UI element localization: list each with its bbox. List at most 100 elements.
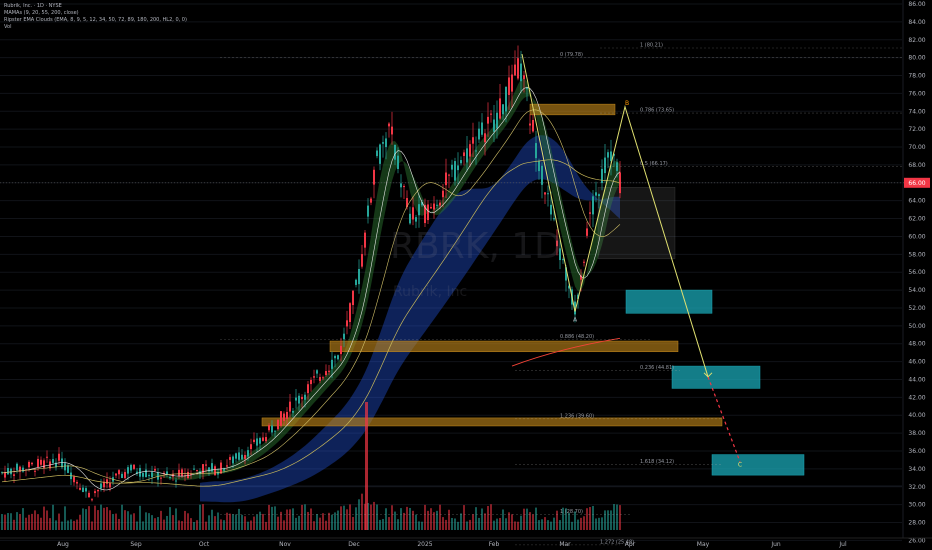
volume-bar (244, 516, 246, 530)
volume-bar (439, 504, 441, 530)
volume-bar (292, 508, 294, 530)
volume-bar (322, 513, 324, 530)
indicator-mamas[interactable]: MAMAs (9, 20, 55, 200, close) (4, 10, 79, 16)
price-tick-label: 60.00 (908, 233, 925, 240)
candle-body (253, 439, 255, 442)
candle-body (367, 205, 369, 217)
target-zone-1[interactable] (625, 289, 713, 314)
volume-bar (202, 504, 204, 530)
candle-body (565, 267, 567, 281)
candle-body (43, 460, 45, 469)
volume-bar (409, 507, 411, 530)
volume-bar (454, 518, 456, 530)
arrow-down-icon (703, 372, 713, 378)
support-zone-lower[interactable] (261, 417, 723, 427)
candle-body (181, 469, 183, 477)
volume-bar (94, 505, 96, 530)
volume-bar (151, 515, 153, 530)
fib-level-label: 1 (28.70) (560, 509, 583, 515)
volume-bar (550, 521, 552, 530)
candle-body (64, 463, 66, 471)
consolidation-box[interactable] (597, 187, 676, 260)
candle-body (595, 192, 597, 196)
volume-bar (412, 510, 414, 530)
volume-bar (445, 519, 447, 530)
price-tick-label: 74.00 (908, 108, 925, 115)
candle-body (151, 472, 153, 478)
volume-bar (253, 516, 255, 530)
candle-body (163, 472, 165, 474)
candle-body (259, 438, 261, 444)
volume-bar (19, 513, 21, 530)
price-tick-label: 70.00 (908, 144, 925, 151)
abc-projection-path[interactable] (521, 53, 709, 377)
candle-body (442, 190, 444, 198)
candle-body (553, 218, 555, 220)
candle-body (220, 462, 222, 474)
ma-200-line (511, 337, 621, 367)
volume-bar (526, 508, 528, 530)
volume-bar (466, 521, 468, 530)
volume-bar (457, 521, 459, 530)
candle-body (244, 455, 246, 459)
candle-body (289, 401, 291, 412)
volume-bar (583, 516, 585, 530)
volume-bar (112, 514, 114, 530)
volume-bar (613, 504, 615, 530)
candle-body (31, 462, 33, 465)
current-price-tag (904, 177, 930, 188)
candle-body (496, 112, 498, 129)
indicator-volume[interactable]: Vol (4, 24, 12, 30)
volume-bar (490, 504, 492, 530)
volume-bar (415, 514, 417, 530)
volume-bar (571, 521, 573, 530)
candle-body (541, 165, 543, 185)
volume-bar (25, 517, 27, 530)
volume-bar (418, 521, 420, 530)
volume-bar (346, 509, 348, 530)
price-tick-label: 72.00 (908, 126, 925, 133)
resistance-zone[interactable] (529, 103, 616, 116)
candle-body (214, 466, 216, 476)
volume-bar (385, 508, 387, 530)
candle-body (13, 474, 15, 476)
candle-body (205, 464, 207, 466)
pattern-point-b: B (625, 100, 629, 107)
volume-bar (205, 521, 207, 530)
time-tick-label: Nov (279, 541, 291, 548)
volume-bar (361, 493, 363, 530)
volume-bar (124, 510, 126, 530)
volume-bar (280, 511, 282, 530)
volume-bar (349, 504, 351, 530)
current-price-label: 66.00 (908, 180, 925, 187)
volume-bar (610, 510, 612, 530)
candle-body (568, 285, 570, 289)
candle-body (100, 483, 102, 489)
candle-body (589, 212, 591, 214)
candle-body (454, 161, 456, 181)
candle-body (304, 394, 306, 400)
candle-body (538, 160, 540, 172)
candle-body (235, 453, 237, 459)
candle-body (499, 98, 501, 119)
candle-body (88, 492, 90, 498)
candle-body (328, 370, 330, 372)
ema-cloud-slow (200, 135, 620, 503)
target-zone-2[interactable] (671, 365, 761, 389)
target-zone-3[interactable] (711, 454, 805, 476)
support-zone-upper[interactable] (329, 340, 679, 353)
volume-bar (28, 514, 30, 530)
pattern-point-c: C (738, 461, 742, 468)
volume-bar (262, 513, 264, 530)
candle-body (124, 472, 126, 479)
candle-body (352, 290, 354, 306)
fib-level-label: 1 (80.21) (640, 43, 663, 49)
volume-bar (529, 512, 531, 530)
volume-bar (505, 518, 507, 530)
volume-bar (169, 507, 171, 530)
volume-bar (379, 519, 381, 530)
indicator-ripster-ema[interactable]: Ripster EMA Clouds (EMA, 8, 9, 5, 12, 34… (4, 17, 187, 23)
volume-bar (289, 509, 291, 530)
candle-body (286, 411, 288, 420)
